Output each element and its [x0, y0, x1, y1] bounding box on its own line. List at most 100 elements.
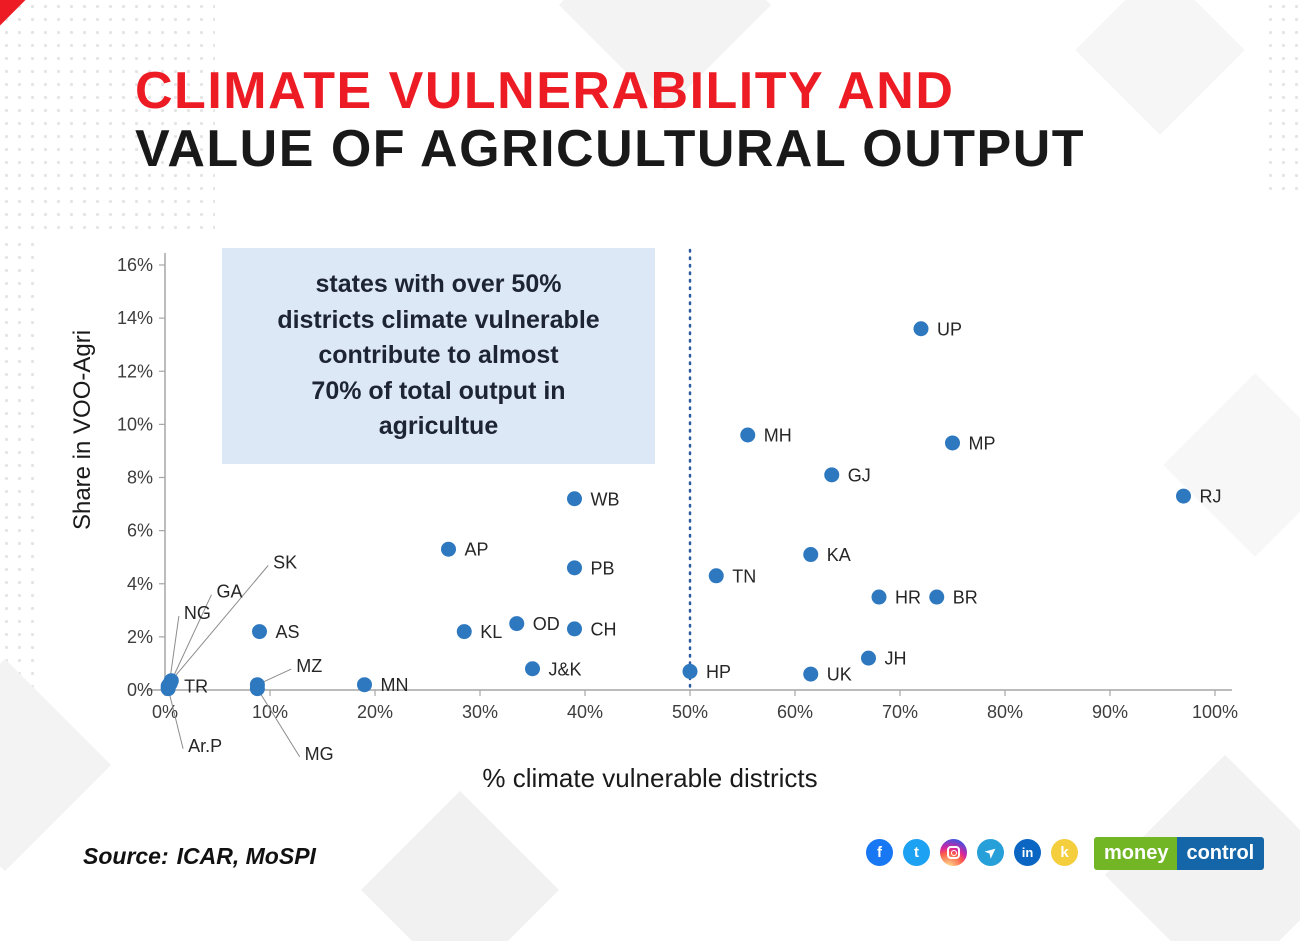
x-tick-label: 10%: [252, 702, 288, 722]
x-tick-label: 60%: [777, 702, 813, 722]
point-label-JH: JH: [885, 649, 907, 669]
point-label-KL: KL: [480, 622, 502, 642]
y-tick-label: 10%: [117, 414, 153, 434]
y-tick-label: 6%: [127, 521, 153, 541]
point-label-PB: PB: [591, 558, 615, 578]
source-label: Source:: [83, 843, 169, 869]
data-point-KL: [456, 624, 472, 640]
point-label-AS: AS: [276, 622, 300, 642]
data-point-MP: [945, 435, 960, 451]
point-label-AP: AP: [465, 540, 489, 560]
page-title: CLIMATE VULNERABILITY AND VALUE OF AGRIC…: [135, 62, 1085, 178]
point-label-WB: WB: [591, 489, 620, 509]
label-leader-line-Ar.P: [167, 688, 184, 749]
telegram-icon-glyph: ➤: [981, 842, 1000, 861]
point-label-MZ: MZ: [296, 656, 322, 676]
background-dot-pattern: [0, 0, 215, 238]
x-tick-label: 50%: [672, 702, 708, 722]
point-label-UP: UP: [937, 319, 962, 339]
background-dot-pattern: [0, 238, 36, 708]
data-point-AS: [252, 624, 267, 640]
data-point-UK: [803, 666, 819, 682]
data-point-AP: [441, 541, 456, 557]
koo-icon-glyph: k: [1060, 844, 1069, 861]
point-label-MN: MN: [381, 675, 409, 695]
x-tick-label: 90%: [1092, 702, 1128, 722]
social-icons-row: f t ➤ in k: [866, 839, 1078, 866]
point-label-KA: KA: [827, 545, 851, 565]
linkedin-icon[interactable]: in: [1014, 839, 1041, 866]
background-dot-pattern: [1264, 0, 1300, 190]
x-tick-label: 80%: [987, 702, 1023, 722]
point-label-TN: TN: [732, 566, 756, 586]
data-point-KA: [803, 547, 819, 563]
title-line-1: CLIMATE VULNERABILITY AND: [135, 62, 955, 120]
moneycontrol-control: control: [1177, 837, 1265, 870]
y-tick-label: 12%: [117, 361, 153, 381]
point-label-MP: MP: [969, 433, 996, 453]
data-point-MG: [249, 681, 265, 697]
point-label-CH: CH: [591, 619, 617, 639]
point-label-TR: TR: [184, 677, 208, 697]
point-label-HP: HP: [706, 662, 731, 682]
data-point-UP: [913, 321, 929, 337]
data-point-HR: [871, 589, 887, 605]
x-tick-label: 0%: [152, 702, 178, 722]
source-value: ICAR, MoSPI: [176, 843, 316, 869]
data-point-MH: [740, 427, 756, 443]
point-label-Ar.P: Ar.P: [188, 736, 222, 756]
moneycontrol-logo[interactable]: money control: [1094, 837, 1265, 870]
x-tick-label: 30%: [462, 702, 498, 722]
point-label-GA: GA: [216, 582, 242, 602]
data-point-Ar.P: [160, 681, 176, 697]
data-point-RJ: [1176, 488, 1191, 504]
point-label-UK: UK: [827, 665, 852, 685]
source-line: Source: ICAR, MoSPI: [83, 843, 316, 870]
telegram-icon[interactable]: ➤: [977, 839, 1004, 866]
point-label-OD: OD: [533, 614, 560, 634]
data-point-OD: [509, 616, 525, 632]
twitter-icon-glyph: t: [914, 844, 919, 861]
instagram-icon[interactable]: [940, 839, 967, 866]
y-tick-label: 0%: [127, 680, 153, 700]
annotation-box: states with over 50% districts climate v…: [222, 248, 655, 464]
y-tick-label: 2%: [127, 627, 153, 647]
data-point-MN: [357, 677, 372, 693]
data-point-JH: [861, 650, 876, 666]
x-tick-label: 100%: [1192, 702, 1238, 722]
twitter-icon[interactable]: t: [903, 839, 930, 866]
facebook-icon[interactable]: f: [866, 839, 893, 866]
x-tick-label: 70%: [882, 702, 918, 722]
point-label-BR: BR: [953, 588, 978, 608]
y-axis-title: Share in VOO-Agri: [69, 330, 96, 530]
y-tick-label: 4%: [127, 574, 153, 594]
data-point-BR: [929, 589, 945, 605]
data-point-CH: [567, 621, 582, 637]
y-tick-label: 14%: [117, 308, 153, 328]
moneycontrol-money: money: [1094, 837, 1178, 870]
data-point-J&K: [525, 661, 540, 677]
point-label-RJ: RJ: [1200, 487, 1222, 507]
linkedin-icon-glyph: in: [1021, 845, 1034, 860]
y-tick-label: 16%: [117, 255, 153, 275]
label-leader-line-MG: [256, 688, 301, 758]
point-label-J&K: J&K: [549, 659, 582, 679]
data-point-GJ: [824, 467, 840, 483]
x-tick-label: 40%: [567, 702, 603, 722]
x-tick-label: 20%: [357, 702, 393, 722]
data-point-HP: [682, 663, 698, 679]
instagram-icon-glyph: [947, 846, 960, 859]
y-tick-label: 8%: [127, 468, 153, 488]
point-label-NG: NG: [184, 603, 211, 623]
title-line-2: VALUE OF AGRICULTURAL OUTPUT: [135, 120, 1086, 178]
point-label-MG: MG: [305, 744, 334, 764]
point-label-SK: SK: [273, 553, 297, 573]
koo-icon[interactable]: k: [1051, 839, 1078, 866]
point-label-GJ: GJ: [848, 465, 871, 485]
point-label-MH: MH: [764, 426, 792, 446]
x-axis-title: % climate vulnerable districts: [482, 763, 817, 793]
facebook-icon-glyph: f: [877, 844, 882, 861]
data-point-TN: [708, 568, 724, 584]
